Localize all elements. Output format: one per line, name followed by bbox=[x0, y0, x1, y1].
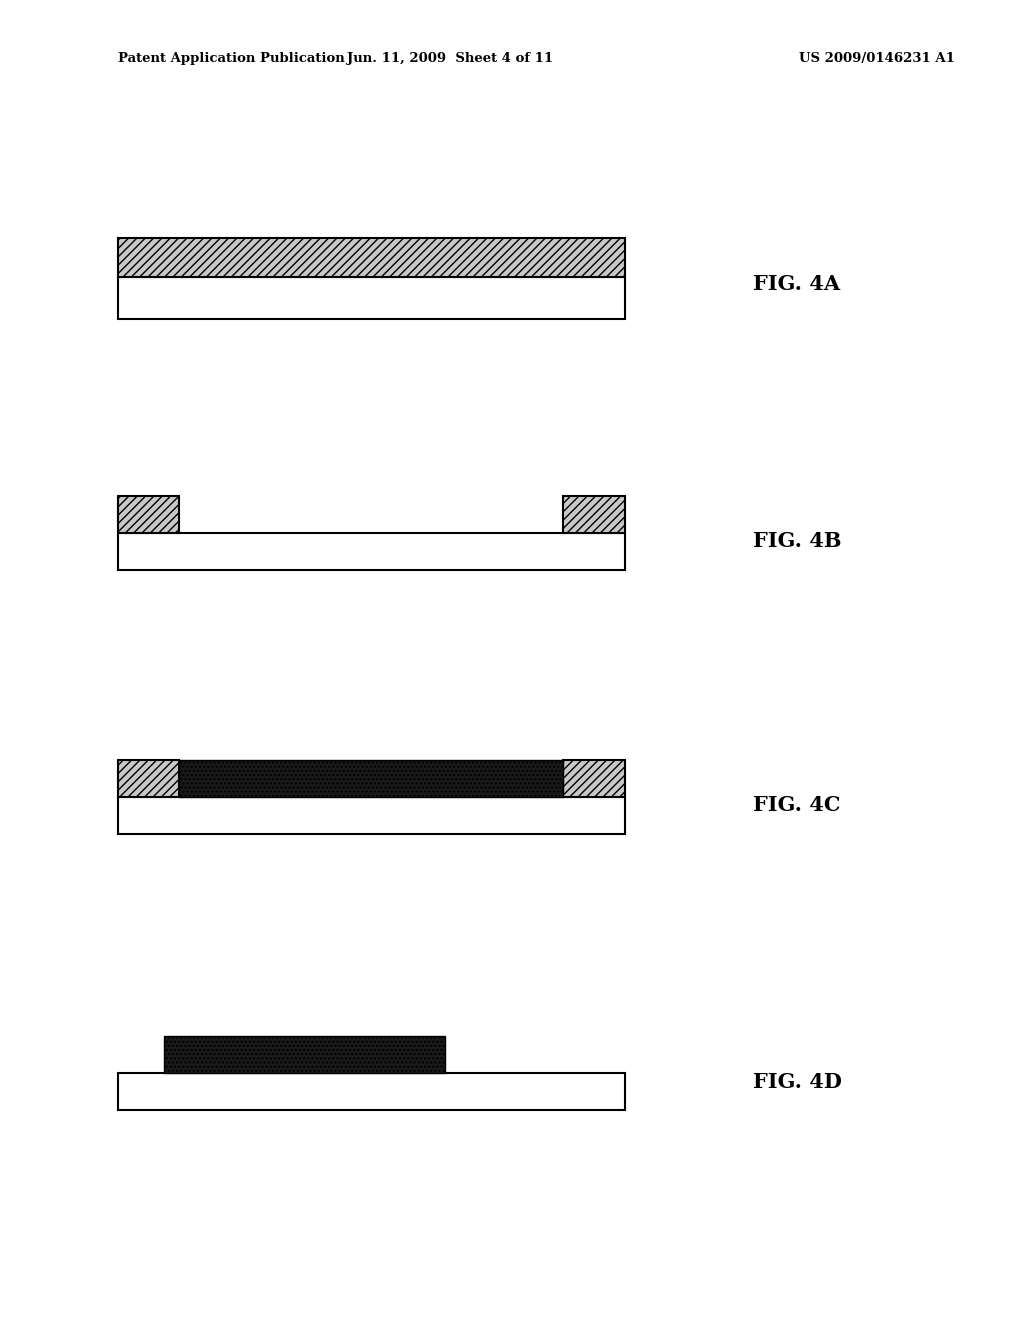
Bar bbox=[118, 496, 179, 533]
Bar bbox=[118, 533, 625, 570]
Text: Jun. 11, 2009  Sheet 4 of 11: Jun. 11, 2009 Sheet 4 of 11 bbox=[347, 51, 554, 65]
Bar bbox=[118, 1073, 625, 1110]
Text: FIG. 4A: FIG. 4A bbox=[753, 273, 840, 294]
Text: FIG. 4D: FIG. 4D bbox=[753, 1072, 842, 1093]
Bar bbox=[164, 1036, 445, 1073]
Bar bbox=[563, 760, 625, 797]
Bar bbox=[118, 760, 179, 797]
Bar bbox=[118, 238, 625, 277]
Bar bbox=[179, 760, 563, 797]
Text: FIG. 4C: FIG. 4C bbox=[753, 795, 840, 816]
Text: US 2009/0146231 A1: US 2009/0146231 A1 bbox=[799, 51, 954, 65]
Text: FIG. 4B: FIG. 4B bbox=[753, 531, 841, 552]
Text: Patent Application Publication: Patent Application Publication bbox=[118, 51, 344, 65]
Bar bbox=[563, 496, 625, 533]
Bar bbox=[118, 277, 625, 319]
Bar bbox=[118, 797, 625, 834]
